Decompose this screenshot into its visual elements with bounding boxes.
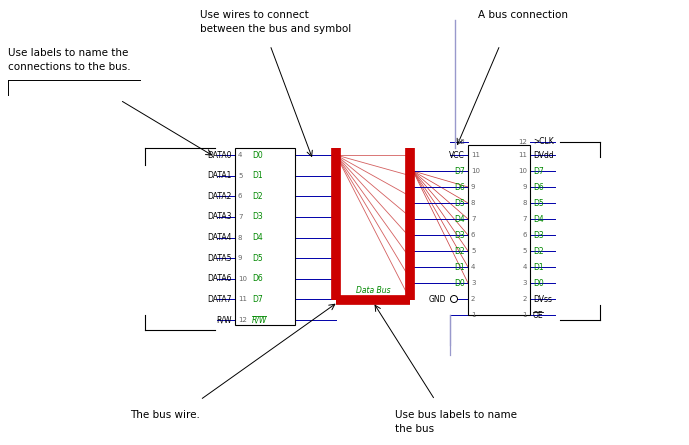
Text: DVss: DVss [533, 295, 552, 303]
Text: Use wires to connect
between the bus and symbol: Use wires to connect between the bus and… [200, 10, 351, 34]
Text: 7: 7 [238, 214, 243, 220]
Text: D3: D3 [454, 231, 465, 239]
Text: DATA5: DATA5 [207, 254, 232, 263]
Text: 11: 11 [238, 296, 247, 302]
Text: The bus wire.: The bus wire. [130, 410, 200, 420]
Text: DATA4: DATA4 [207, 233, 232, 242]
Text: 10: 10 [471, 168, 480, 174]
Text: 9: 9 [522, 184, 527, 190]
Bar [235, 148, 295, 325]
Text: GND: GND [429, 295, 446, 303]
Text: DATA7: DATA7 [207, 295, 232, 304]
Text: DATA6: DATA6 [207, 274, 232, 283]
Text: DATA2: DATA2 [207, 192, 232, 201]
Text: R/W: R/W [216, 316, 232, 324]
Text: 5: 5 [523, 248, 527, 254]
Text: R/W: R/W [252, 316, 267, 324]
Text: D3: D3 [252, 212, 263, 221]
Text: 6: 6 [522, 232, 527, 238]
Text: D6: D6 [252, 274, 263, 283]
Text: D6: D6 [454, 182, 465, 191]
Text: 1: 1 [471, 312, 475, 318]
Text: 7: 7 [471, 216, 475, 222]
Text: D4: D4 [533, 214, 544, 223]
Text: 8: 8 [522, 200, 527, 206]
Text: 7: 7 [522, 216, 527, 222]
Text: 4: 4 [471, 264, 475, 270]
Text: DVdd: DVdd [533, 150, 554, 159]
Text: D4: D4 [454, 214, 465, 223]
Text: >CLK: >CLK [533, 138, 554, 146]
Text: 4: 4 [238, 152, 243, 158]
Text: 5: 5 [471, 248, 475, 254]
Text: DATA0: DATA0 [207, 150, 232, 159]
Text: D5: D5 [252, 254, 263, 263]
Text: 1: 1 [522, 312, 527, 318]
Text: D5: D5 [454, 198, 465, 207]
Text: D2: D2 [533, 247, 544, 255]
Text: 9: 9 [471, 184, 475, 190]
Bar [468, 145, 530, 315]
Text: 6: 6 [238, 193, 243, 199]
Text: VCC: VCC [449, 150, 465, 159]
Text: 11: 11 [471, 152, 480, 158]
Text: 11: 11 [518, 152, 527, 158]
Text: D4: D4 [252, 233, 263, 242]
Text: D7: D7 [454, 166, 465, 175]
Text: 2: 2 [523, 296, 527, 302]
Text: D2: D2 [252, 192, 263, 201]
Text: Use bus labels to name
the bus: Use bus labels to name the bus [395, 410, 517, 434]
Text: 12: 12 [456, 139, 465, 145]
Text: 2: 2 [471, 296, 475, 302]
Text: 3: 3 [471, 280, 475, 286]
Text: D6: D6 [533, 182, 544, 191]
Text: D1: D1 [252, 171, 263, 180]
Text: 4: 4 [523, 264, 527, 270]
Text: 5: 5 [238, 173, 243, 178]
Text: D0: D0 [252, 150, 263, 159]
Text: D3: D3 [533, 231, 544, 239]
Text: 8: 8 [471, 200, 475, 206]
Text: 6: 6 [471, 232, 475, 238]
Text: 10: 10 [518, 168, 527, 174]
Text: 10: 10 [238, 276, 247, 282]
Text: DATA3: DATA3 [207, 212, 232, 221]
Text: 8: 8 [238, 235, 243, 240]
Text: D2: D2 [454, 247, 465, 255]
Text: D7: D7 [533, 166, 544, 175]
Text: 12: 12 [518, 139, 527, 145]
Text: D5: D5 [533, 198, 544, 207]
Text: 12: 12 [238, 317, 247, 323]
Text: Use labels to name the
connections to the bus.: Use labels to name the connections to th… [8, 48, 131, 72]
Text: D0: D0 [454, 279, 465, 287]
Text: D1: D1 [533, 263, 544, 271]
Text: Data Bus: Data Bus [356, 286, 390, 295]
Text: D0: D0 [533, 279, 544, 287]
Text: OE: OE [533, 311, 544, 320]
Text: 3: 3 [522, 280, 527, 286]
Text: D7: D7 [252, 295, 263, 304]
Text: 9: 9 [238, 255, 243, 261]
Text: A bus connection: A bus connection [478, 10, 568, 20]
Text: DATA1: DATA1 [207, 171, 232, 180]
Text: D1: D1 [454, 263, 465, 271]
